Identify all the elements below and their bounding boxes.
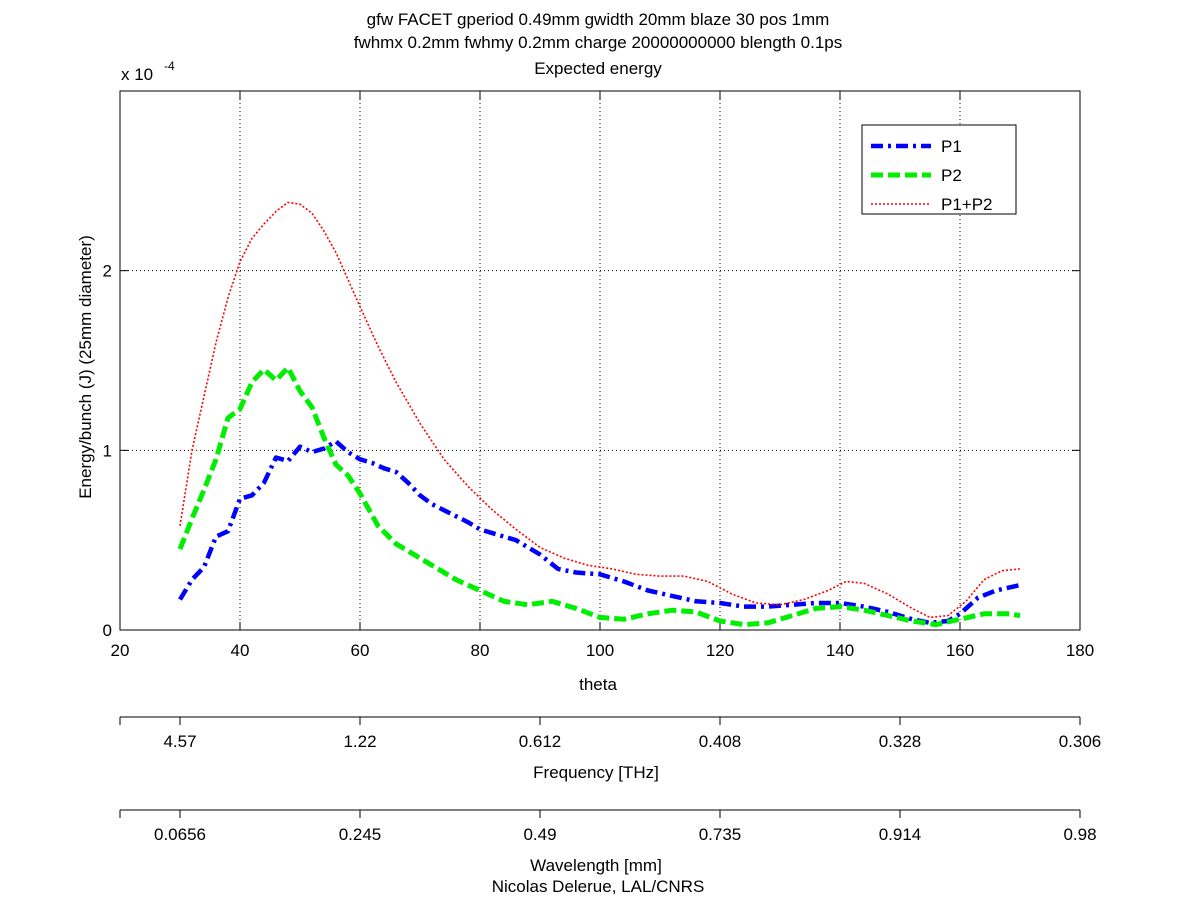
y-tick-label: 0 bbox=[103, 621, 112, 640]
x-tick-label: 160 bbox=[946, 641, 974, 660]
legend-label: P1 bbox=[941, 137, 962, 156]
series-line-p1 bbox=[178, 439, 1021, 626]
y-axis: 0 1 2 bbox=[103, 262, 1080, 640]
secondary-axis-tick-label: 0.49 bbox=[523, 825, 556, 844]
legend-label: P1+P2 bbox=[941, 195, 993, 214]
x-tick-label: 140 bbox=[826, 641, 854, 660]
x-tick-label: 180 bbox=[1066, 641, 1094, 660]
series-line-p2 bbox=[177, 365, 1021, 628]
x-tick-label: 100 bbox=[586, 641, 614, 660]
x-tick-label: 80 bbox=[471, 641, 490, 660]
x-axis: 20 40 60 80 100 120 140 160 180 bbox=[111, 91, 1094, 660]
secondary-axis-tick-label: 1.22 bbox=[343, 732, 376, 751]
title-line-2: fwhmx 0.2mm fwhmy 0.2mm charge 200000000… bbox=[354, 33, 843, 52]
secondary-axis-label: Frequency [THz] bbox=[533, 763, 659, 782]
title-line-1: gfw FACET gperiod 0.49mm gwidth 20mm bla… bbox=[367, 10, 830, 29]
y-axis-label: Energy/bunch (J) (25mm diameter) bbox=[76, 235, 95, 499]
y-tick-label: 1 bbox=[103, 441, 112, 460]
secondary-axis-tick-label: 4.57 bbox=[163, 732, 196, 751]
title-line-3: Expected energy bbox=[534, 59, 662, 78]
secondary-axis-tick-label: 0.328 bbox=[879, 732, 922, 751]
credit: Nicolas Delerue, LAL/CNRS bbox=[492, 877, 705, 896]
series-group bbox=[177, 201, 1021, 628]
x-tick-label: 40 bbox=[231, 641, 250, 660]
secondary-axis-tick-label: 0.0656 bbox=[154, 825, 206, 844]
y-multiplier-exponent: -4 bbox=[164, 59, 175, 73]
x-tick-label: 120 bbox=[706, 641, 734, 660]
secondary-axis-tick-label: 0.98 bbox=[1063, 825, 1096, 844]
secondary-axes: 4.57 1.22 0.612 0.408 0.328 0.306 Frequency [T… bbox=[119, 716, 1102, 875]
x-tick-label: 20 bbox=[111, 641, 130, 660]
secondary-axis-tick-label: 0.245 bbox=[339, 825, 382, 844]
secondary-axis-tick-label: 0.735 bbox=[699, 825, 742, 844]
x-axis-label: theta bbox=[579, 675, 617, 694]
x-tick-label: 60 bbox=[351, 641, 370, 660]
secondary-axis-tick-label: 0.408 bbox=[699, 732, 742, 751]
secondary-axis-tick-label: 0.306 bbox=[1059, 732, 1102, 751]
grid-lines bbox=[120, 91, 1080, 630]
legend: P1 P2 P1+P2 bbox=[861, 124, 1017, 215]
secondary-axis-tick-label: 0.612 bbox=[519, 732, 562, 751]
y-multiplier: x 10 bbox=[121, 65, 153, 84]
legend-box bbox=[861, 124, 1017, 215]
legend-label: P2 bbox=[941, 166, 962, 185]
y-tick-label: 2 bbox=[103, 262, 112, 281]
secondary-axis-tick-label: 0.914 bbox=[879, 825, 922, 844]
series-line-p1-p2 bbox=[179, 201, 1021, 619]
secondary-axis-label: Wavelength [mm] bbox=[530, 856, 662, 875]
